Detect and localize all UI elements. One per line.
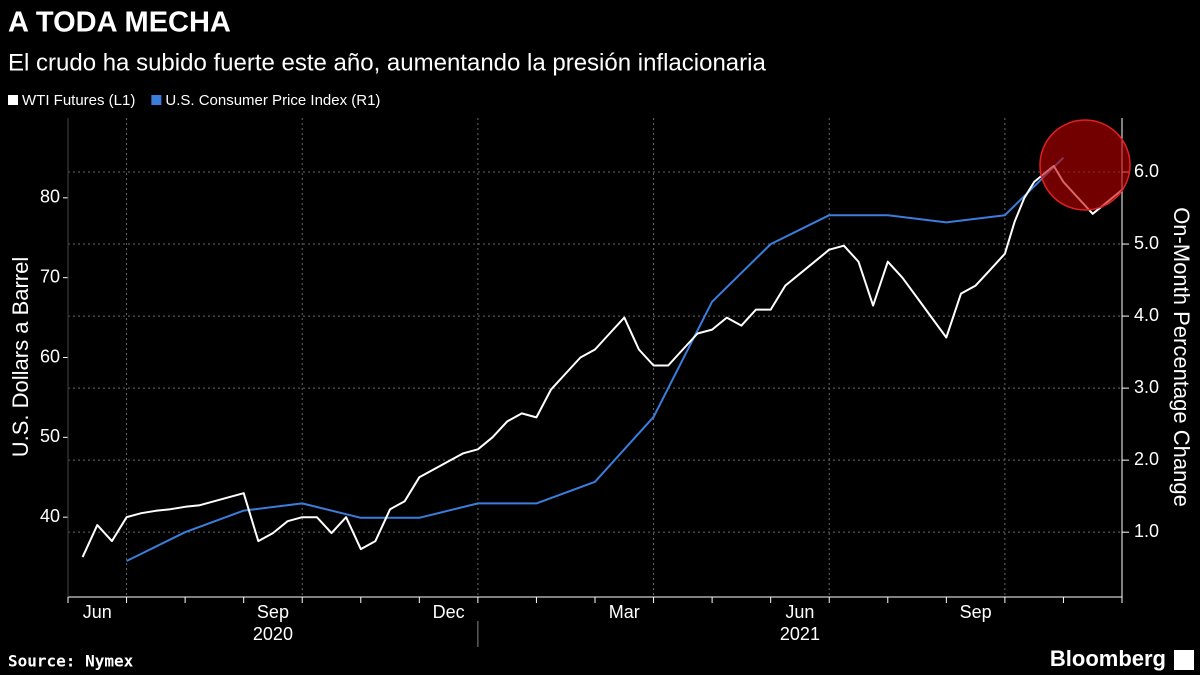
x-tick-label: Jun (83, 602, 112, 622)
x-tick-label: Sep (257, 602, 289, 622)
year-label: 2020 (253, 624, 293, 644)
chart-title: A TODA MECHA (8, 7, 231, 39)
brand: Bloomberg (1050, 646, 1166, 671)
y2-tick-label: 6.0 (1134, 161, 1159, 181)
x-tick-label: Sep (960, 602, 992, 622)
highlight-circle (1039, 119, 1131, 211)
y2-tick-label: 5.0 (1134, 233, 1159, 253)
brand-icon (1174, 650, 1194, 670)
y-axis-title: U.S. Dollars a Barrel (8, 257, 33, 458)
year-label: 2021 (780, 624, 820, 644)
y-tick-label: 60 (40, 346, 60, 366)
y2-tick-label: 1.0 (1134, 521, 1159, 541)
x-tick-label: Dec (433, 602, 465, 622)
y2-axis-title: On-Month Percentage Change (1169, 207, 1194, 507)
legend-label: WTI Futures (L1) (22, 92, 135, 109)
source: Source: Nymex (8, 652, 134, 671)
y-tick-label: 50 (40, 426, 60, 446)
data-line (81, 164, 1123, 558)
legend-label: U.S. Consumer Price Index (R1) (165, 92, 380, 109)
legend-swatch (151, 95, 162, 105)
x-tick-label: Mar (609, 602, 640, 622)
y2-tick-label: 4.0 (1134, 305, 1159, 325)
x-tick-label: Jun (785, 602, 814, 622)
data-line (126, 156, 1065, 562)
y2-tick-label: 2.0 (1134, 449, 1159, 469)
y-tick-label: 40 (40, 506, 60, 526)
chart-subtitle: El crudo ha subido fuerte este año, aume… (8, 49, 766, 76)
y2-tick-label: 3.0 (1134, 377, 1159, 397)
y-tick-label: 80 (40, 187, 60, 207)
legend-swatch (8, 95, 18, 105)
y-tick-label: 70 (40, 266, 60, 286)
